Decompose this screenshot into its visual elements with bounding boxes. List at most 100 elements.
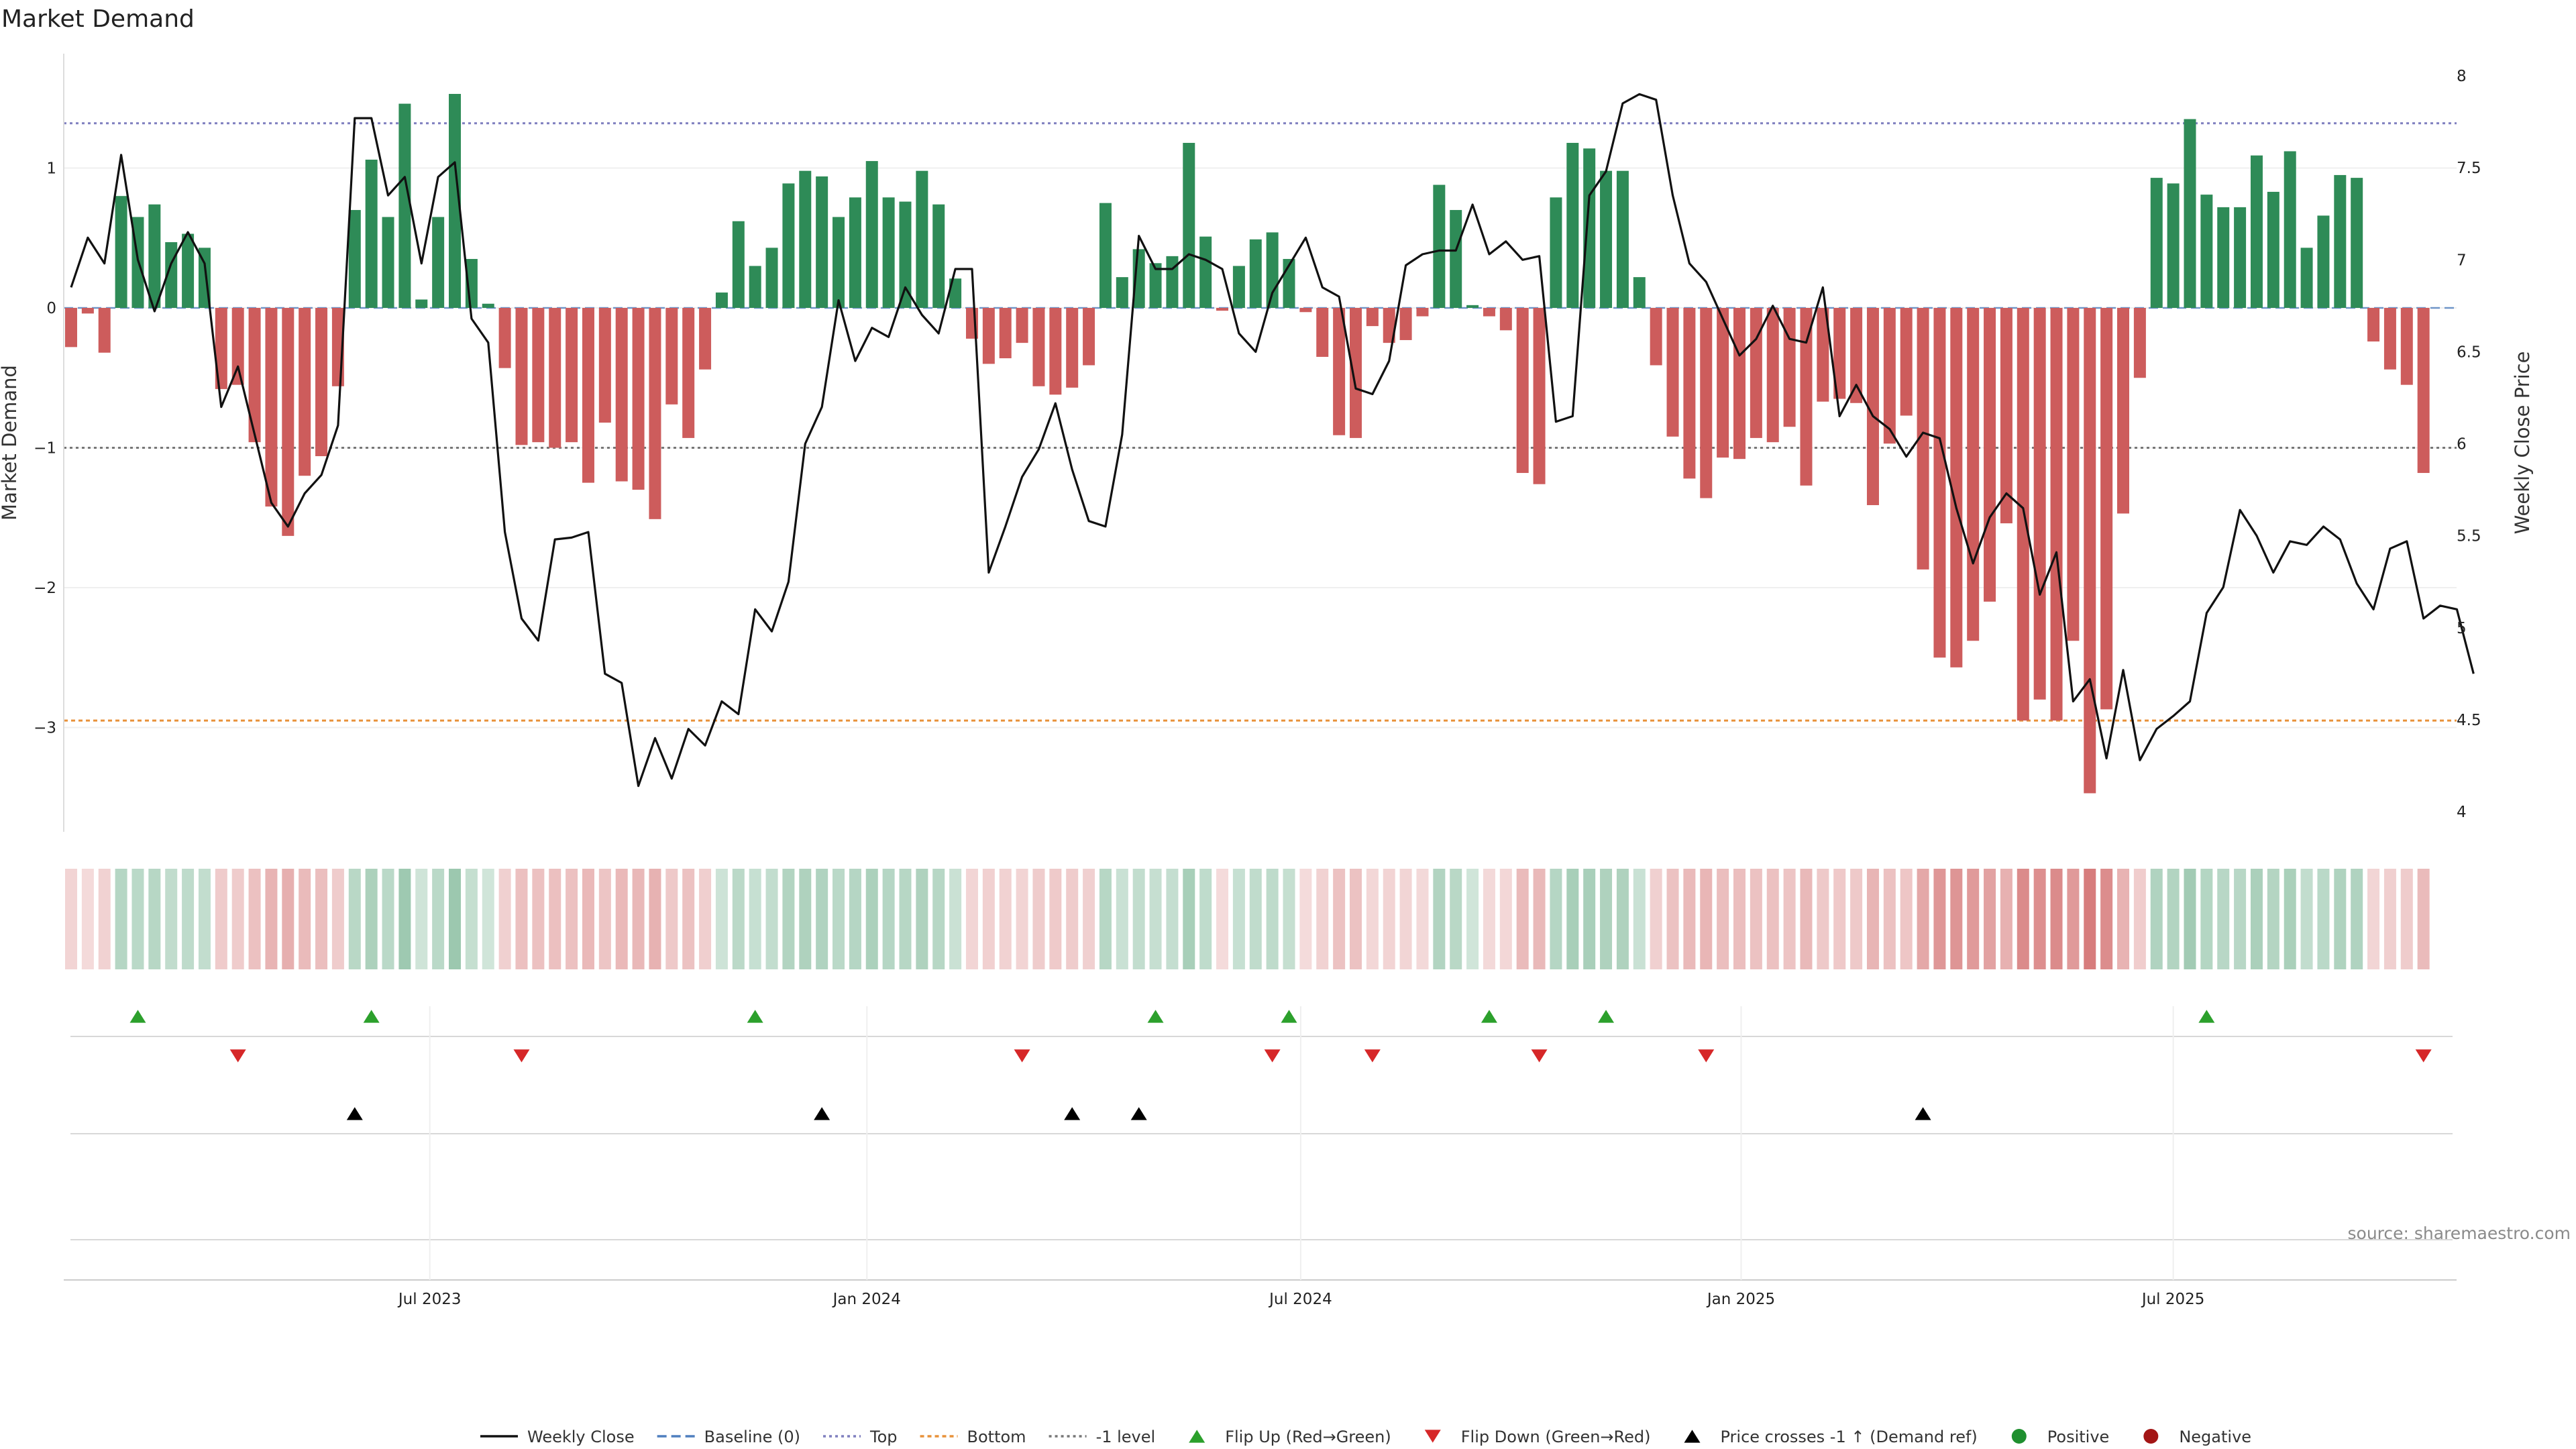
demand-bar: [1516, 308, 1529, 474]
demand-bar: [231, 308, 244, 385]
x-tick-label: Jul 2023: [397, 1291, 462, 1308]
legend-label: Bottom: [967, 1428, 1026, 1446]
legend-item: Weekly Close: [480, 1428, 635, 1446]
demand-bar: [482, 303, 494, 308]
demand-bar: [2150, 178, 2163, 308]
legend-swatch: [1189, 1430, 1205, 1443]
demand-bar: [2050, 308, 2063, 721]
heat-cell: [1149, 869, 1162, 969]
heat-cell: [365, 869, 378, 969]
demand-bar: [1566, 142, 1579, 308]
heat-cell: [1132, 869, 1145, 969]
heat-cell: [2184, 869, 2196, 969]
demand-bar: [1984, 308, 1996, 602]
heat-cell: [549, 869, 561, 969]
heat-cell: [882, 869, 895, 969]
heat-cell: [1833, 869, 1846, 969]
flip-down-marker: [1264, 1049, 1281, 1063]
flip-down-marker: [1014, 1049, 1030, 1063]
heat-cell: [2400, 869, 2413, 969]
demand-bar: [1733, 308, 1746, 460]
demand-bar: [1600, 170, 1613, 308]
demand-bar: [849, 197, 861, 308]
y-tick-label: 0: [46, 300, 56, 317]
heat-cell: [532, 869, 545, 969]
heat-cell: [2000, 869, 2012, 969]
demand-bar: [98, 308, 111, 353]
y2-tick-label: 4: [2457, 804, 2467, 821]
demand-bar: [2133, 308, 2146, 378]
legend-item: Negative: [2143, 1428, 2251, 1446]
y2-tick-label: 6: [2457, 436, 2467, 453]
heat-cell: [2133, 869, 2146, 969]
demand-bar: [665, 308, 678, 405]
heat-cell: [1984, 869, 1996, 969]
demand-bar: [2250, 155, 2263, 308]
demand-bar: [1666, 308, 1679, 437]
y-tick-label: 1: [46, 160, 56, 178]
legend-label: Weekly Close: [527, 1428, 635, 1446]
demand-bar: [899, 201, 912, 308]
heat-cell: [1116, 869, 1128, 969]
demand-bar: [2351, 178, 2363, 308]
heat-cell: [732, 869, 745, 969]
flip-up-marker: [1147, 1010, 1164, 1023]
demand-bar: [2267, 191, 2279, 308]
heat-cell: [2217, 869, 2230, 969]
demand-bar: [1950, 308, 1963, 667]
heat-cell: [1416, 869, 1429, 969]
demand-bar: [632, 308, 645, 490]
heat-cell: [715, 869, 728, 969]
heat-cell: [498, 869, 511, 969]
heat-cell: [1766, 869, 1779, 969]
legend-swatch: [1424, 1430, 1441, 1443]
heat-cell: [348, 869, 361, 969]
demand-bar: [1049, 308, 1062, 395]
demand-bar: [1032, 308, 1045, 386]
demand-bar: [1717, 308, 1729, 458]
y-axis-label: Market Demand: [0, 365, 21, 521]
demand-bar: [932, 204, 945, 308]
demand-bar: [348, 210, 361, 308]
heat-cell: [2067, 869, 2080, 969]
y-tick-label: −3: [34, 720, 56, 737]
heat-cell: [582, 869, 594, 969]
heat-cell: [1032, 869, 1045, 969]
flip-down-marker: [2415, 1049, 2432, 1063]
heat-cell: [1866, 869, 1879, 969]
heat-cell: [1817, 869, 1829, 969]
demand-bar: [1433, 184, 1446, 308]
demand-bar: [999, 308, 1012, 359]
heat-cell: [833, 869, 845, 969]
demand-bar: [1800, 308, 1813, 486]
heat-cell: [198, 869, 211, 969]
heat-cell: [999, 869, 1012, 969]
heat-cell: [1950, 869, 1963, 969]
legend-swatch: [2143, 1429, 2159, 1444]
heat-cell: [2117, 869, 2130, 969]
heat-cell: [1566, 869, 1579, 969]
demand-bar: [749, 266, 761, 308]
demand-bar: [1299, 308, 1312, 313]
heat-cell: [849, 869, 861, 969]
price-cross-marker: [1915, 1107, 1931, 1120]
price-cross-marker: [1064, 1107, 1081, 1120]
demand-bar: [2017, 308, 2029, 721]
demand-bar: [1933, 308, 1946, 658]
demand-bar: [2167, 183, 2180, 308]
demand-bar: [882, 197, 895, 308]
demand-bar: [2334, 174, 2347, 308]
demand-bar: [982, 308, 995, 364]
demand-bar: [699, 308, 712, 370]
heat-cell: [916, 869, 928, 969]
demand-bar: [532, 308, 545, 443]
heat-cell: [1583, 869, 1596, 969]
heat-cell: [1683, 869, 1696, 969]
demand-bar: [1866, 308, 1879, 505]
heat-cell: [2167, 869, 2180, 969]
heat-cell: [2367, 869, 2380, 969]
demand-bar: [182, 233, 195, 308]
y2-tick-label: 4.5: [2457, 712, 2481, 729]
demand-bar: [1083, 308, 1095, 366]
heat-cell: [265, 869, 278, 969]
